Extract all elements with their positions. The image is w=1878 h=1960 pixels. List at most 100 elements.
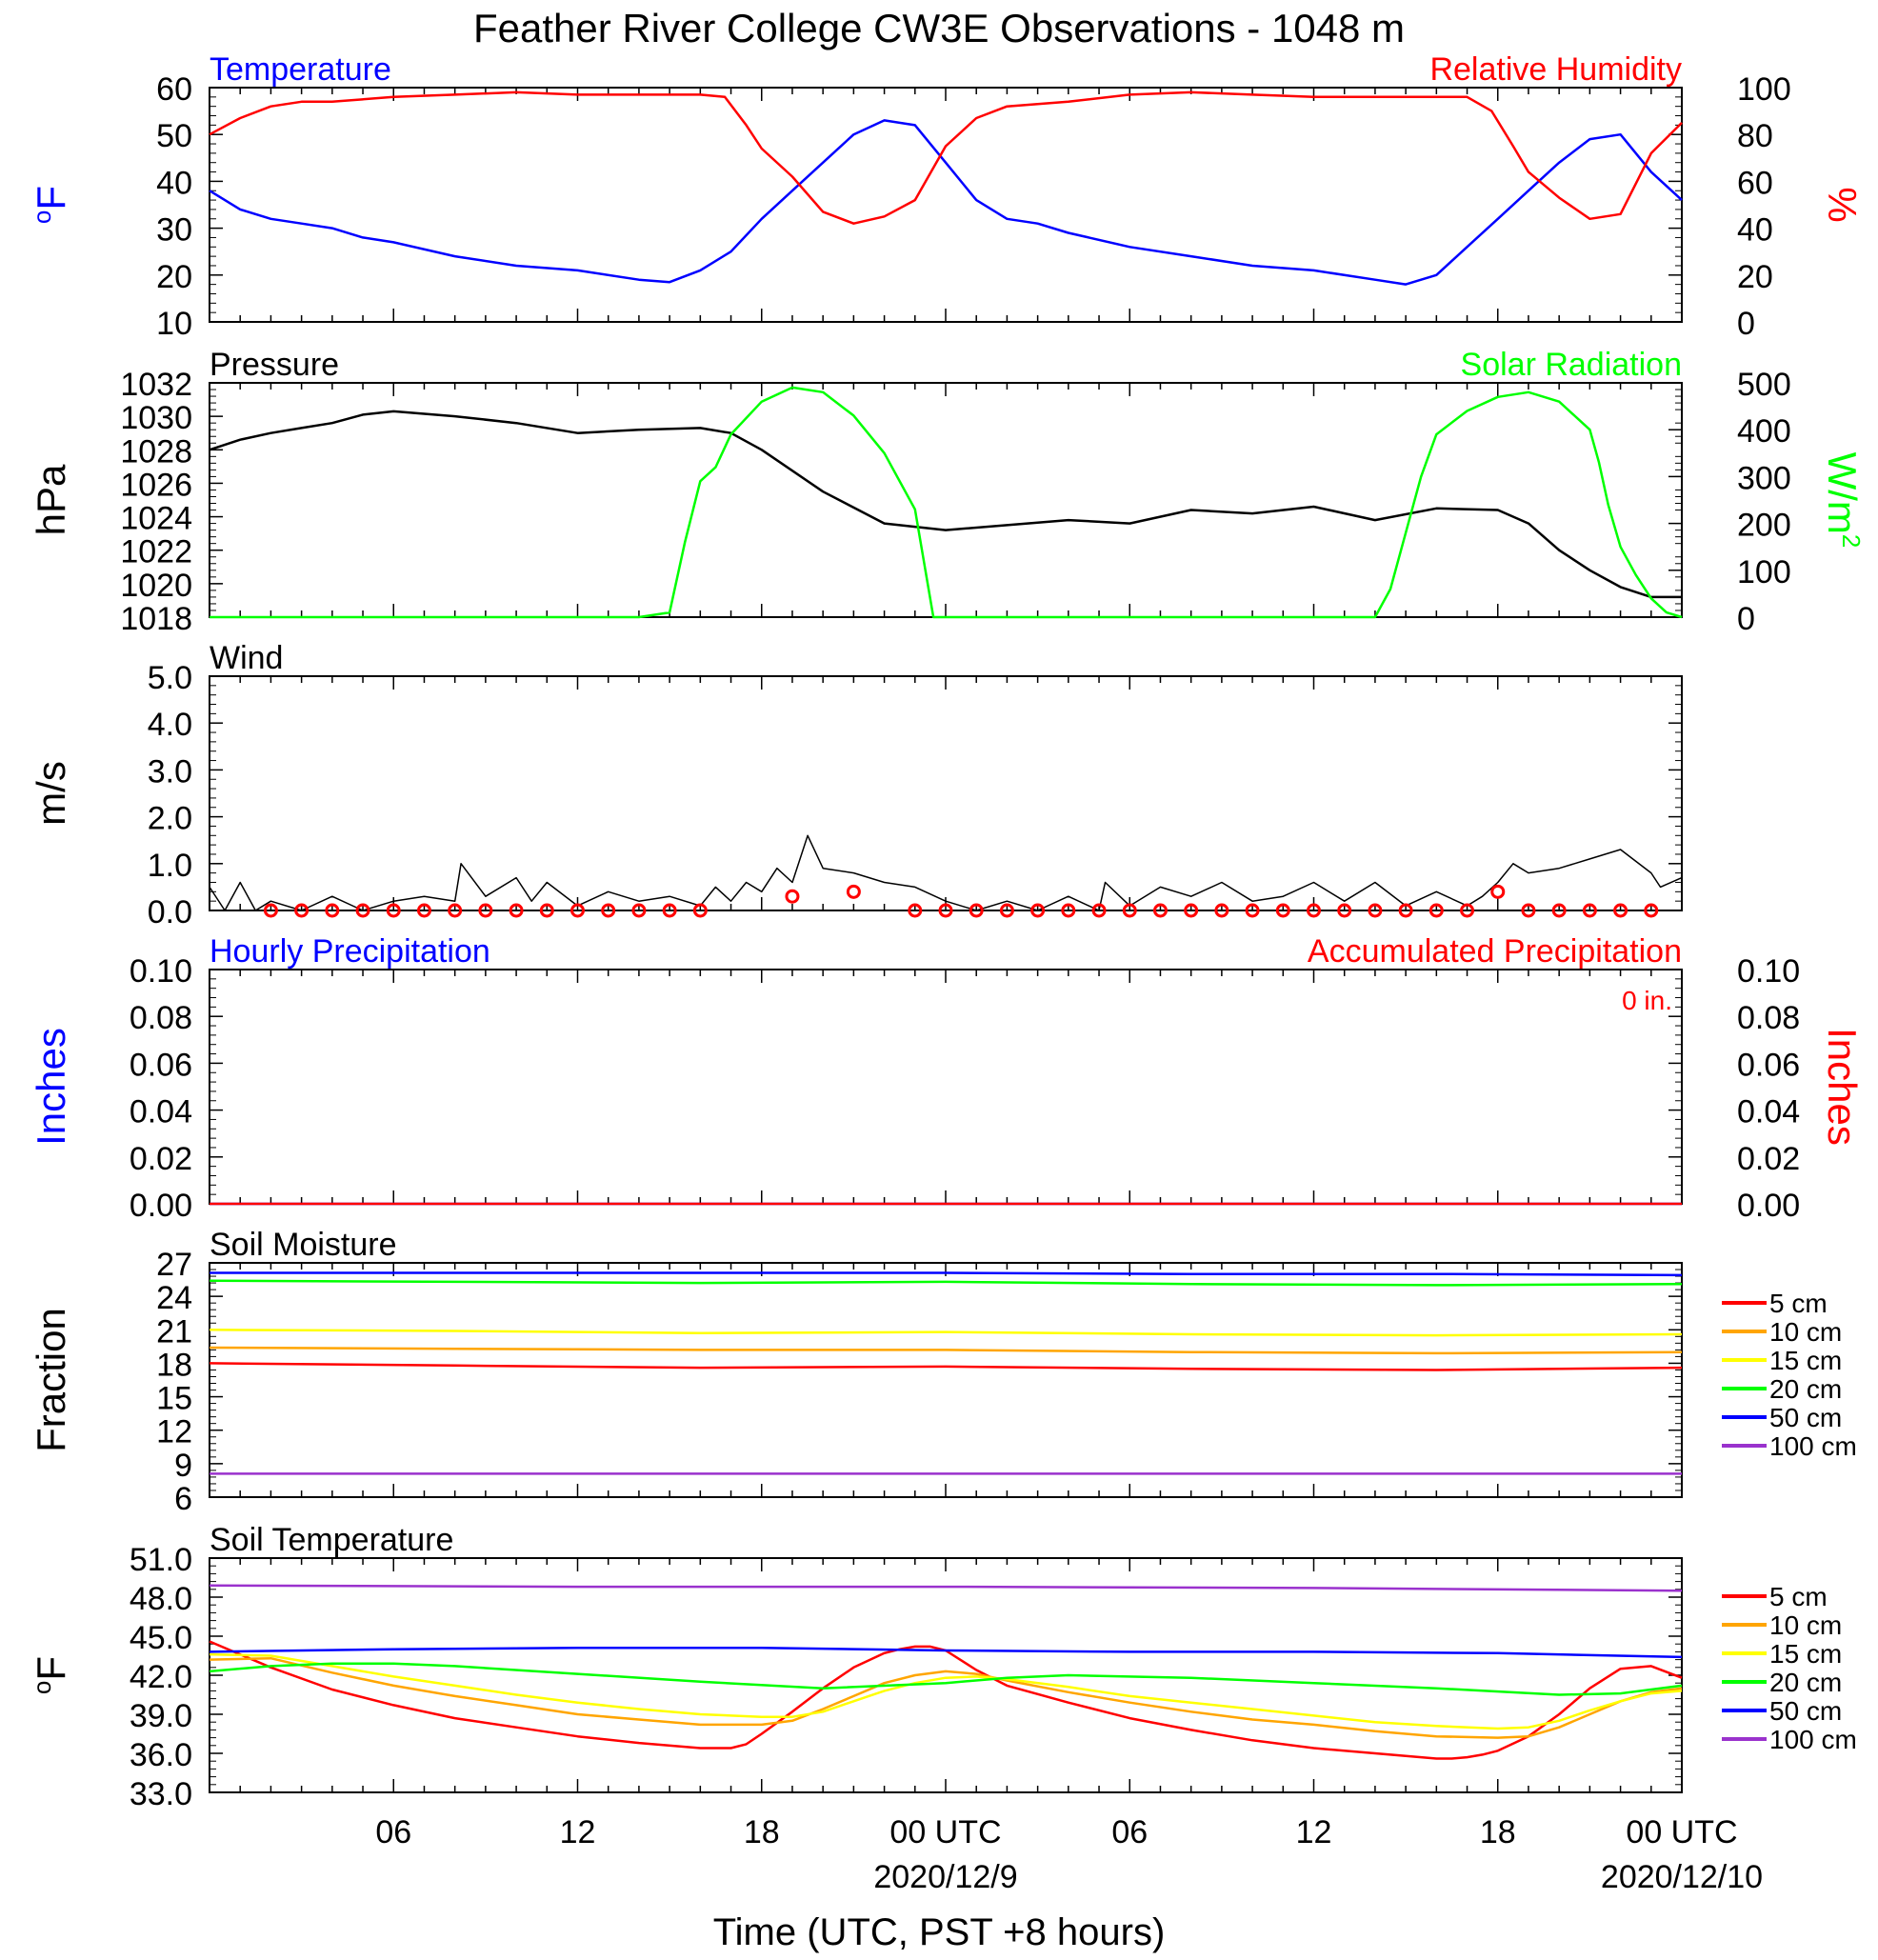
x-tick-label: 00 UTC <box>889 1814 1001 1850</box>
series-line-pressure <box>209 410 1682 599</box>
y-right-tick-label: 0.04 <box>1737 1094 1800 1130</box>
plot-frame <box>209 969 1683 1205</box>
y-tick-label: 4.0 <box>148 707 192 743</box>
y-right-tick-label: 100 <box>1737 71 1791 108</box>
x-tick-label: 12 <box>560 1814 596 1850</box>
y-axis-label-left: m/s <box>29 761 73 826</box>
panel-title-left: Pressure <box>210 347 339 383</box>
y-axis-label-right: W/m2 <box>1820 452 1866 549</box>
y-tick-label: 15 <box>156 1381 192 1417</box>
wind-barb-marker <box>1582 903 1597 918</box>
y-tick-label: 60 <box>156 71 192 108</box>
wind-barb-marker <box>846 884 861 899</box>
y-tick-label: 1.0 <box>148 848 192 884</box>
y-tick-label: 40 <box>156 165 192 201</box>
series-line-20-cm <box>209 1279 1683 1287</box>
wind-barb-marker <box>1551 903 1567 918</box>
y-axis-label-left: hPa <box>29 464 73 535</box>
x-tick-date-label: 2020/12/9 <box>873 1859 1017 1895</box>
wind-barb-marker <box>999 903 1014 918</box>
y-tick-label: 3.0 <box>148 753 192 790</box>
wind-barb-marker <box>969 903 984 918</box>
wind-barb-marker <box>478 903 493 918</box>
wind-barb-marker <box>263 903 278 918</box>
y-right-tick-label: 0.02 <box>1737 1141 1800 1177</box>
y-right-tick-label: 500 <box>1737 367 1791 403</box>
y-right-tick-label: 20 <box>1737 259 1773 295</box>
y-right-tick-label: 400 <box>1737 413 1791 450</box>
legend-label: 100 cm <box>1769 1431 1857 1461</box>
x-axis-labels: 06 12 18 00 UTC 2020/12/9 06 12 18 00 UTC 2020/12… <box>375 1814 1763 1895</box>
wind-barb-marker <box>1490 884 1506 899</box>
wind-barb-marker <box>1214 903 1229 918</box>
y-right-tick-label: 0.10 <box>1737 953 1800 990</box>
y-axis-label-right: Inches <box>1820 1028 1865 1146</box>
panel-title-left: Hourly Precipitation <box>210 933 490 970</box>
panel-precipitation: 0.00 0.02 0.04 0.06 0.08 0.10 0.00 0.02 0.04 0.06… <box>29 933 1865 1224</box>
series-line-15-cm <box>209 1652 1683 1730</box>
y-tick-label: 33.0 <box>130 1776 192 1812</box>
legend-label: 20 cm <box>1769 1668 1842 1697</box>
y-tick-label: 50 <box>156 118 192 154</box>
wind-barb-marker <box>386 903 401 918</box>
y-tick-label: 39.0 <box>130 1698 192 1734</box>
series-line-15-cm <box>209 1329 1683 1337</box>
y-tick-label: 0.00 <box>130 1188 192 1224</box>
x-axis-title: Time (UTC, PST +8 hours) <box>713 1911 1166 1953</box>
y-tick-label: 51.0 <box>130 1542 192 1578</box>
wind-barb-marker <box>1460 903 1475 918</box>
wind-barb-marker <box>1184 903 1199 918</box>
y-tick-label: 0.04 <box>130 1094 192 1130</box>
y-right-tick-label: 0 <box>1737 306 1755 342</box>
y-tick-label: 0.02 <box>130 1141 192 1177</box>
wind-barb-marker <box>1061 903 1076 918</box>
y-tick-label: 24 <box>156 1280 192 1316</box>
wind-barb-marker <box>631 903 647 918</box>
y-right-tick-label: 0.06 <box>1737 1047 1800 1083</box>
y-right-tick-label: 40 <box>1737 212 1773 249</box>
y-right-tick-label: 80 <box>1737 118 1773 154</box>
y-right-tick-label: 200 <box>1737 508 1791 544</box>
wind-barb-marker <box>1428 903 1444 918</box>
y-right-tick-label: 0.08 <box>1737 1000 1800 1036</box>
legend-label: 5 cm <box>1769 1582 1828 1611</box>
x-tick-label: 18 <box>744 1814 780 1850</box>
y-tick-label: 5.0 <box>148 660 192 696</box>
y-axis-label-left: Inches <box>29 1028 73 1146</box>
wind-barb-marker <box>1030 903 1046 918</box>
wind-barb-marker <box>938 903 953 918</box>
wind-barb-marker <box>1398 903 1413 918</box>
y-tick-label: 1030 <box>120 400 192 436</box>
series-line-5-cm <box>209 1640 1683 1760</box>
series-line-50-cm <box>210 1271 1683 1277</box>
wind-barb-marker <box>1644 903 1659 918</box>
series-line-temperature <box>209 119 1683 286</box>
y-tick-label: 20 <box>156 259 192 295</box>
wind-barb-marker <box>1307 903 1321 918</box>
panel-title-left: Wind <box>210 640 283 676</box>
legend-label: 10 cm <box>1769 1317 1842 1347</box>
wind-barb-marker <box>601 903 616 918</box>
y-tick-label: 1018 <box>120 601 192 637</box>
y-right-tick-label: 300 <box>1737 460 1791 496</box>
precip-total-annotation: 0 in. <box>1622 986 1672 1015</box>
panel-wind: 0.0 1.0 2.0 3.0 4.0 5.0 Wind m/s <box>29 640 1683 930</box>
series-line-10-cm <box>209 1656 1683 1739</box>
y-tick-label: 0.08 <box>130 1000 192 1036</box>
panel-soil_temperature: 33.036.039.042.045.048.051.0 Soil Tempera… <box>28 1522 1857 1812</box>
series-line-relative-humidity <box>209 90 1683 225</box>
y-right-tick-label: 0 <box>1737 601 1755 637</box>
panel-title-right: Accumulated Precipitation <box>1308 933 1682 970</box>
y-tick-label: 0.06 <box>130 1047 192 1083</box>
y-tick-label: 9 <box>174 1448 192 1484</box>
y-tick-label: 1026 <box>120 467 192 503</box>
y-tick-label: 27 <box>156 1247 192 1283</box>
plot-frame <box>209 382 1683 618</box>
y-tick-label: 1032 <box>120 367 192 403</box>
wind-barb-marker <box>325 903 340 918</box>
wind-barb-marker <box>294 903 310 918</box>
y-tick-label: 0.0 <box>148 894 192 930</box>
